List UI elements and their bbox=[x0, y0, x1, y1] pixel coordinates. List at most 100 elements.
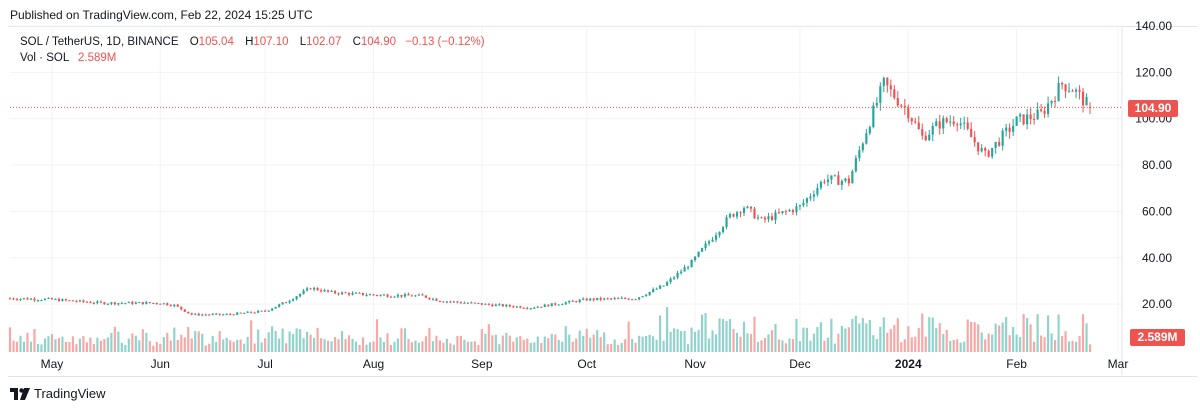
candle-body bbox=[970, 128, 973, 138]
volume-bar bbox=[781, 340, 784, 352]
candle-body bbox=[952, 121, 955, 125]
candle-body bbox=[281, 302, 284, 305]
candle-body bbox=[788, 210, 791, 212]
volume-bar bbox=[250, 320, 253, 352]
volume-bar bbox=[589, 337, 592, 352]
volume-bar bbox=[973, 322, 976, 352]
volume-bar bbox=[970, 321, 973, 352]
y-tick-label: 20.00 bbox=[1142, 297, 1172, 311]
volume-bar bbox=[85, 342, 88, 352]
volume-bar bbox=[299, 329, 302, 352]
candle-body bbox=[232, 314, 235, 316]
candle-body bbox=[617, 298, 620, 300]
volume-bar bbox=[43, 338, 47, 352]
volume-bar bbox=[229, 340, 232, 352]
candle-body bbox=[673, 277, 676, 279]
volume-bar bbox=[753, 316, 756, 352]
last-volume-tag: 2.589M bbox=[1130, 329, 1185, 346]
volume-bar bbox=[480, 328, 483, 352]
candle-body bbox=[264, 310, 267, 312]
volume-bar bbox=[106, 337, 109, 352]
volume-bar bbox=[784, 343, 788, 352]
candle-body bbox=[1043, 110, 1046, 114]
volume-bar bbox=[666, 307, 669, 352]
volume-bar bbox=[103, 339, 106, 352]
volume-bar bbox=[795, 318, 798, 352]
volume-bar bbox=[928, 317, 931, 352]
volume-bar bbox=[372, 341, 375, 352]
volume-bar bbox=[774, 323, 777, 352]
volume-bar bbox=[152, 345, 155, 352]
candle-body bbox=[966, 122, 969, 129]
candle-body bbox=[1057, 83, 1060, 101]
volume-bar bbox=[292, 334, 295, 352]
volume-bar bbox=[456, 335, 459, 352]
symbol-name[interactable]: SOL / TetherUS, 1D, BINANCE bbox=[20, 36, 179, 48]
candle-body bbox=[285, 302, 288, 304]
candle-body bbox=[742, 207, 746, 214]
volume-bar bbox=[935, 327, 938, 352]
volume-bar bbox=[40, 344, 43, 352]
candle-body bbox=[725, 217, 728, 228]
volume-bar bbox=[826, 337, 829, 352]
volume-bar bbox=[71, 336, 74, 352]
volume-bar bbox=[501, 335, 504, 352]
candle-body bbox=[875, 102, 878, 106]
volume-bar bbox=[211, 335, 214, 352]
candle-body bbox=[487, 303, 490, 305]
candle-body bbox=[823, 181, 826, 183]
candle-body bbox=[903, 105, 906, 108]
volume-bar bbox=[571, 341, 574, 352]
candle-body bbox=[89, 302, 92, 304]
volume-bar bbox=[351, 338, 354, 352]
volume-label[interactable]: Vol · SOL bbox=[20, 52, 69, 64]
volume-bar bbox=[662, 340, 665, 352]
volume-bar bbox=[12, 340, 15, 352]
candle-body bbox=[991, 147, 994, 157]
volume-bar bbox=[788, 338, 791, 352]
volume-bar bbox=[26, 332, 29, 352]
candle-body bbox=[148, 302, 151, 304]
candle-body bbox=[732, 214, 735, 217]
volume-bar bbox=[760, 340, 763, 352]
candle-body bbox=[984, 148, 987, 151]
volume-bar bbox=[547, 338, 550, 352]
volume-bar bbox=[1029, 324, 1032, 352]
volume-bar bbox=[138, 340, 141, 352]
volume-bar bbox=[253, 343, 256, 352]
volume-bar bbox=[700, 314, 704, 352]
low-label: L bbox=[299, 36, 307, 48]
candle-body bbox=[666, 282, 669, 286]
volume-bar bbox=[875, 339, 878, 352]
volume-bar bbox=[295, 328, 298, 352]
tradingview-brand[interactable]: TradingView bbox=[10, 386, 106, 401]
volume-bar bbox=[980, 332, 983, 352]
volume-bar bbox=[886, 332, 889, 352]
x-tick-label: Mar bbox=[1108, 357, 1129, 371]
candle-body bbox=[29, 298, 33, 300]
candle-body bbox=[858, 150, 861, 159]
candle-body bbox=[557, 304, 560, 306]
candle-body bbox=[536, 306, 539, 308]
volume-bar bbox=[987, 333, 990, 352]
volume-bar bbox=[285, 343, 288, 352]
volume-bar bbox=[222, 339, 225, 352]
candle-body bbox=[1060, 83, 1064, 85]
volume-bar bbox=[1019, 337, 1022, 352]
open-value: 105.04 bbox=[198, 36, 234, 48]
candle-body bbox=[319, 290, 323, 292]
candle-body bbox=[543, 304, 546, 308]
candle-body bbox=[197, 313, 200, 316]
volume-bar bbox=[78, 338, 81, 352]
candle-body bbox=[683, 267, 686, 272]
candle-body bbox=[655, 288, 658, 290]
candle-body bbox=[382, 294, 386, 296]
volume-bar bbox=[763, 337, 767, 352]
volume-bar bbox=[176, 339, 179, 352]
candle-body bbox=[554, 303, 557, 305]
candle-body bbox=[746, 206, 749, 208]
volume-bar bbox=[917, 328, 920, 352]
candle-body bbox=[561, 304, 564, 306]
candle-body bbox=[152, 302, 155, 304]
